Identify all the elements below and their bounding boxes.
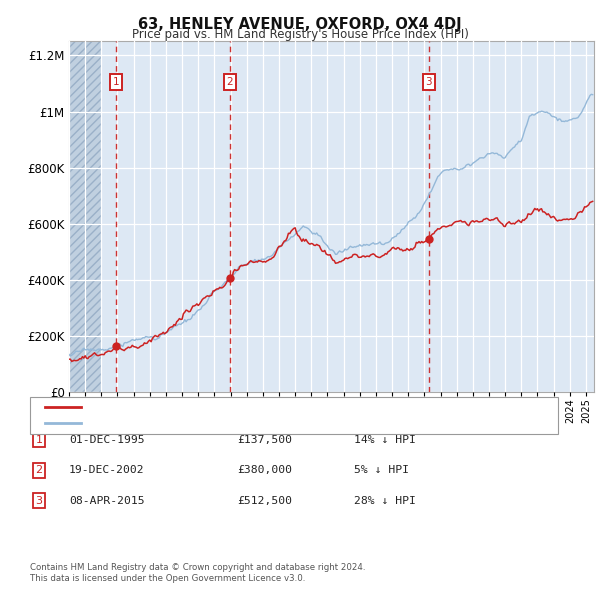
Text: 63, HENLEY AVENUE, OXFORD, OX4 4DJ: 63, HENLEY AVENUE, OXFORD, OX4 4DJ <box>138 17 462 31</box>
Text: 19-DEC-2002: 19-DEC-2002 <box>69 466 145 475</box>
Text: 2: 2 <box>227 77 233 87</box>
Text: 1: 1 <box>35 435 43 444</box>
Text: 08-APR-2015: 08-APR-2015 <box>69 496 145 506</box>
Text: This data is licensed under the Open Government Licence v3.0.: This data is licensed under the Open Gov… <box>30 574 305 583</box>
Text: £137,500: £137,500 <box>237 435 292 444</box>
Text: £512,500: £512,500 <box>237 496 292 506</box>
Text: 63, HENLEY AVENUE, OXFORD, OX4 4DJ (detached house): 63, HENLEY AVENUE, OXFORD, OX4 4DJ (deta… <box>87 402 403 412</box>
Text: 3: 3 <box>35 496 43 506</box>
Text: 01-DEC-1995: 01-DEC-1995 <box>69 435 145 444</box>
Text: 2: 2 <box>35 466 43 475</box>
Text: £380,000: £380,000 <box>237 466 292 475</box>
Bar <box>69 41 101 392</box>
Text: 14% ↓ HPI: 14% ↓ HPI <box>354 435 416 444</box>
Text: 28% ↓ HPI: 28% ↓ HPI <box>354 496 416 506</box>
Text: Price paid vs. HM Land Registry's House Price Index (HPI): Price paid vs. HM Land Registry's House … <box>131 28 469 41</box>
Text: Contains HM Land Registry data © Crown copyright and database right 2024.: Contains HM Land Registry data © Crown c… <box>30 563 365 572</box>
Text: 5% ↓ HPI: 5% ↓ HPI <box>354 466 409 475</box>
Text: HPI: Average price, detached house, Oxford: HPI: Average price, detached house, Oxfo… <box>87 418 326 428</box>
Text: 3: 3 <box>425 77 432 87</box>
Text: 1: 1 <box>113 77 119 87</box>
